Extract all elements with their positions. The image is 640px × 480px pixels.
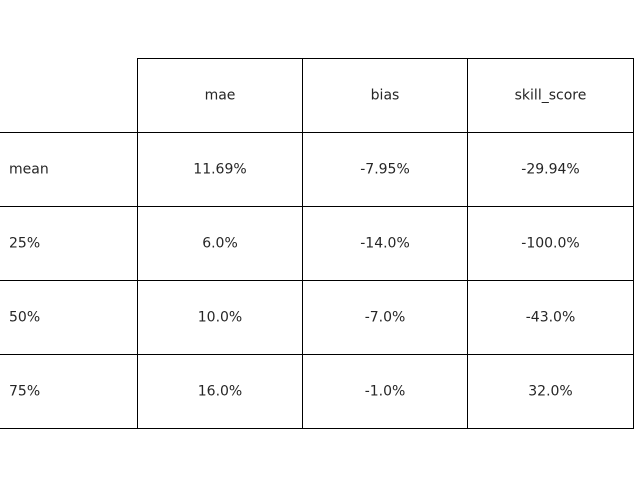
column-header-label: skill_score	[515, 88, 587, 104]
cell-value: -7.95%	[360, 162, 410, 178]
row-label: 50%	[9, 310, 40, 326]
cell-value: -1.0%	[365, 384, 406, 400]
cell-value: 10.0%	[198, 310, 242, 326]
row-label: 25%	[9, 236, 40, 252]
cell-value: 32.0%	[528, 384, 572, 400]
cell-value: -43.0%	[526, 310, 576, 326]
column-header-label: mae	[205, 88, 236, 104]
cell-value: -14.0%	[360, 236, 410, 252]
cell-value: 11.69%	[193, 162, 246, 178]
row-label: 75%	[9, 384, 40, 400]
row-label: mean	[9, 162, 49, 178]
cell-value: -29.94%	[521, 162, 579, 178]
column-header-label: bias	[371, 88, 400, 104]
cell-value: 6.0%	[202, 236, 238, 252]
cell-value: -100.0%	[521, 236, 579, 252]
table-cells	[0, 58, 634, 429]
data-cell	[467, 354, 634, 429]
cell-value: 16.0%	[198, 384, 242, 400]
cell-value: -7.0%	[365, 310, 406, 326]
